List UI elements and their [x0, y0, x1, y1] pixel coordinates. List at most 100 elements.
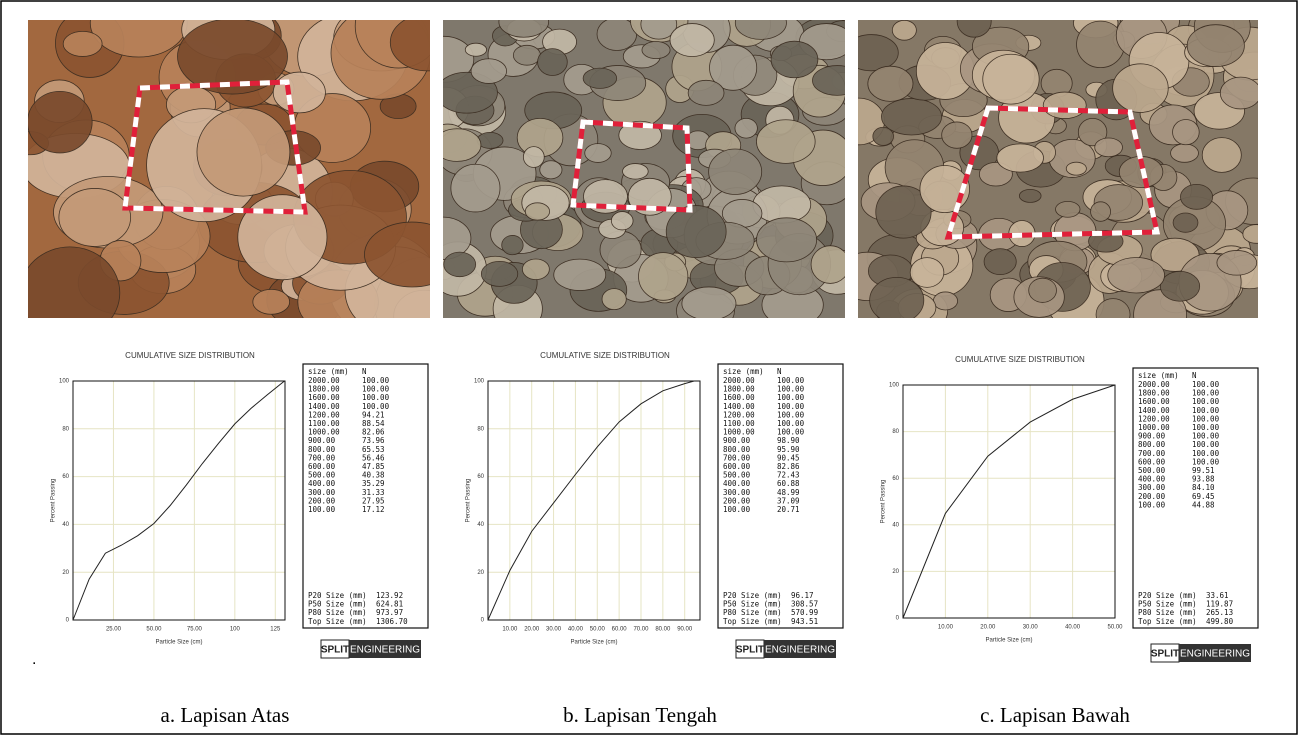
y-tick-label: 100 — [889, 383, 900, 389]
x-tick-label: 10.00 — [502, 627, 518, 633]
y-tick-label: 60 — [477, 474, 484, 480]
rock — [1055, 201, 1080, 217]
x-tick-label: 90.00 — [677, 627, 693, 633]
rock — [20, 247, 120, 339]
rock — [933, 292, 957, 310]
rock — [735, 118, 757, 138]
x-tick-label: 70.00 — [633, 627, 649, 633]
rock — [1043, 92, 1086, 118]
y-tick-label: 0 — [481, 618, 485, 624]
logo-text: ENGINEERING — [1180, 649, 1250, 660]
rock — [812, 66, 861, 96]
rock — [873, 127, 894, 145]
rock — [811, 246, 849, 284]
x-tick-label: 80.00 — [655, 627, 671, 633]
table-cell: 100.00 — [308, 505, 336, 514]
x-tick-label: 60.00 — [612, 627, 628, 633]
y-tick-label: 80 — [477, 426, 484, 432]
rock — [502, 235, 523, 254]
table-header: N — [1192, 371, 1197, 380]
rock — [639, 253, 688, 301]
rock — [523, 147, 544, 168]
caption: b. Lapisan Tengah — [563, 703, 717, 727]
table-header: size (mm) — [308, 367, 349, 376]
x-tick-label: 20.00 — [980, 625, 996, 631]
photo — [12, 0, 479, 352]
y-tick-label: 100 — [474, 379, 485, 385]
rock — [1160, 271, 1199, 301]
rock — [1171, 144, 1199, 163]
summary-cell: Top Size (mm) — [1138, 617, 1197, 626]
rock — [1091, 202, 1111, 222]
summary-cell: Top Size (mm) — [723, 617, 782, 626]
figure: . CUMULATIVE SIZE DISTRIBUTION 0 20 40 60 80 1… — [0, 0, 1298, 735]
table-header: N — [777, 367, 782, 376]
y-tick-label: 40 — [477, 522, 484, 528]
caption: a. Lapisan Atas — [161, 703, 290, 727]
x-tick-label: 50.00 — [146, 627, 162, 633]
plot-area — [903, 385, 1115, 618]
y-tick-label: 100 — [59, 379, 70, 385]
rock — [513, 45, 540, 65]
rock — [59, 188, 131, 246]
rock — [771, 41, 818, 78]
x-tick-label: 40.00 — [568, 627, 584, 633]
table-header: size (mm) — [1138, 371, 1179, 380]
rock — [602, 289, 626, 310]
rock — [670, 24, 714, 57]
rock — [611, 212, 633, 230]
y-tick-label: 0 — [66, 618, 70, 624]
rock — [28, 91, 93, 153]
rock — [756, 120, 815, 164]
rock — [1019, 189, 1041, 202]
rock — [63, 31, 102, 56]
table-cell: 44.88 — [1192, 500, 1215, 509]
x-tick-label: 30.00 — [546, 627, 562, 633]
rock — [756, 218, 816, 262]
rock — [1173, 119, 1200, 144]
rock — [197, 108, 290, 196]
photo — [833, 0, 1288, 339]
rock — [642, 41, 670, 58]
table-cell: 17.12 — [362, 505, 385, 514]
table-header: size (mm) — [723, 367, 764, 376]
y-tick-label: 20 — [477, 570, 484, 576]
rock — [892, 20, 916, 40]
y-tick-label: 40 — [892, 522, 899, 528]
rock — [1202, 138, 1241, 173]
rock — [273, 72, 325, 113]
x-axis-label: Particle Size (cm) — [155, 640, 202, 646]
rock — [583, 68, 617, 88]
summary-cell: 943.51 — [791, 617, 818, 626]
logo-text: ENGINEERING — [765, 645, 835, 656]
rock — [910, 258, 944, 288]
y-tick-label: 80 — [892, 429, 899, 435]
rock — [538, 49, 568, 76]
rock — [1180, 184, 1212, 209]
rock — [1066, 162, 1086, 175]
logo-text: SPLIT — [736, 645, 764, 656]
rock — [471, 59, 507, 84]
y-tick-label: 20 — [62, 570, 69, 576]
stray-dot: . — [32, 651, 36, 668]
y-tick-label: 0 — [896, 616, 900, 622]
y-tick-label: 20 — [892, 569, 899, 575]
rock — [465, 43, 486, 56]
rock — [957, 6, 991, 38]
table-header: N — [362, 367, 367, 376]
y-axis-label: Percent Passing — [466, 479, 472, 523]
rock — [870, 277, 924, 323]
x-tick-label: 125 — [270, 627, 281, 633]
rock — [753, 186, 811, 223]
rock — [481, 261, 517, 286]
x-tick-label: 20.00 — [524, 627, 540, 633]
table-cell: 100.00 — [1138, 500, 1166, 509]
rock — [844, 35, 898, 71]
table-cell: 100.00 — [723, 505, 751, 514]
rock — [253, 289, 290, 314]
x-tick-label: 40.00 — [1065, 625, 1081, 631]
rock — [540, 161, 562, 179]
rock — [942, 122, 972, 148]
chart-title: CUMULATIVE SIZE DISTRIBUTION — [955, 355, 1085, 364]
x-tick-label: 30.00 — [1023, 625, 1039, 631]
